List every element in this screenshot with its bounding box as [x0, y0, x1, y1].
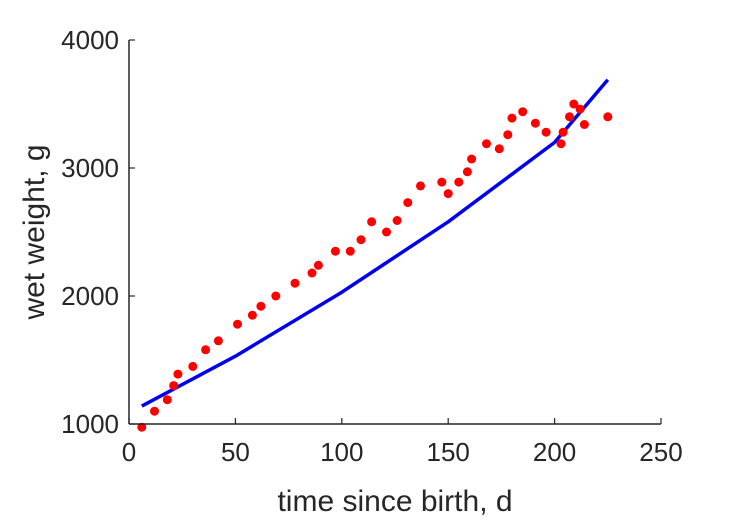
data-point [482, 139, 491, 149]
data-point [271, 291, 281, 301]
x-tick-label: 0 [122, 437, 136, 467]
data-point [330, 246, 340, 256]
data-point [150, 406, 159, 416]
data-point [569, 99, 579, 109]
data-point [169, 381, 179, 391]
data-point [575, 104, 585, 114]
data-point [507, 113, 517, 123]
data-point [256, 301, 266, 311]
data-point [307, 268, 317, 278]
data-point [503, 130, 513, 140]
x-tick-label: 250 [639, 437, 682, 467]
data-point [213, 336, 223, 346]
x-axis-label: time since birth, d [277, 485, 512, 518]
data-point [579, 120, 589, 129]
x-tick-label: 150 [427, 437, 470, 467]
data-point [247, 310, 257, 320]
y-tick-label: 2000 [61, 281, 119, 311]
data-point [403, 198, 413, 208]
axes [128, 40, 661, 425]
data-point [392, 216, 402, 225]
data-point [290, 278, 300, 288]
plot-area [137, 78, 613, 432]
data-point [462, 167, 472, 177]
x-tick-label: 100 [320, 437, 363, 467]
data-point [603, 112, 613, 122]
data-point [367, 217, 377, 227]
data-point [201, 345, 211, 355]
data-point [313, 260, 323, 270]
ticks: 0 50 100 150 200 250 1000 2000 3000 4000 [61, 25, 683, 467]
data-point [173, 369, 183, 379]
data-point [345, 246, 355, 256]
data-point [558, 127, 568, 137]
data-point [467, 154, 477, 164]
data-point [137, 422, 147, 432]
fit-line [140, 78, 610, 408]
y-tick-label: 1000 [61, 409, 119, 439]
data-point [188, 361, 198, 371]
y-tick-label: 4000 [61, 25, 119, 55]
data-point [437, 177, 447, 187]
data-point [518, 107, 528, 117]
data-point [556, 139, 566, 149]
data-point [541, 127, 551, 137]
y-tick-label: 3000 [61, 153, 119, 183]
data-point [443, 189, 453, 199]
y-axis-label: wet weight, g [18, 144, 51, 320]
data-point [382, 227, 391, 237]
data-point [454, 177, 464, 187]
data-point [356, 235, 366, 245]
data-point [565, 112, 574, 122]
data-point [162, 395, 172, 405]
data-point [494, 144, 504, 154]
x-tick-label: 200 [533, 437, 576, 467]
data-point [233, 319, 242, 329]
x-tick-label: 50 [221, 437, 250, 467]
data-point [530, 118, 540, 128]
data-point [416, 181, 425, 191]
